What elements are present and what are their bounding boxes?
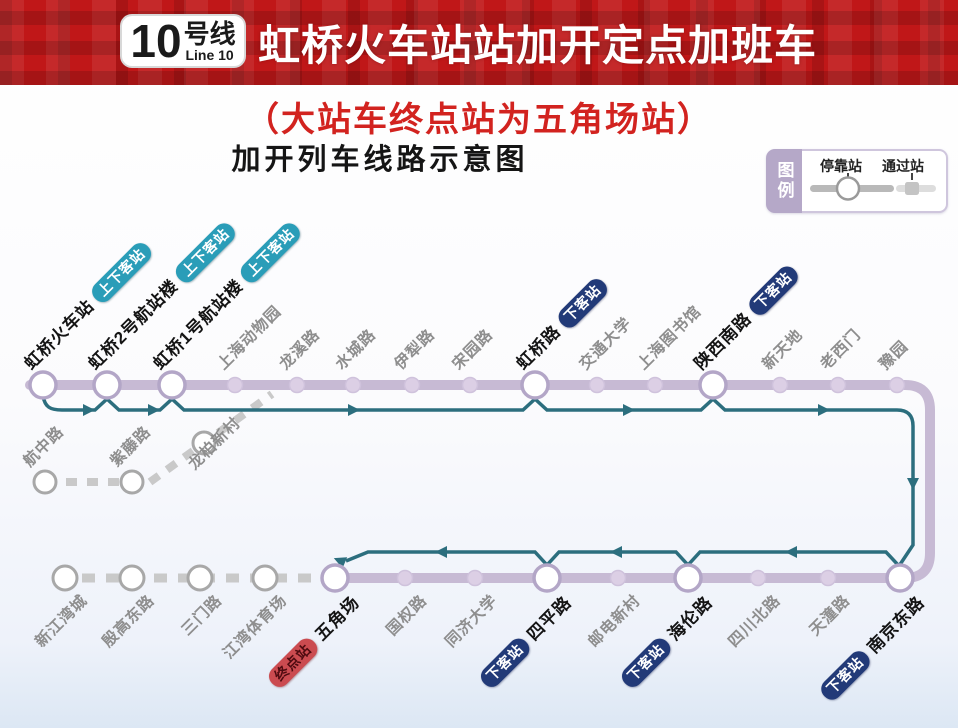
station-marker-stop [698, 370, 728, 400]
route-arrow-icon [907, 478, 919, 490]
route-arrow-icon [348, 404, 360, 416]
header-banner: 10 号线 Line 10 虹桥火车站站加开定点加班车 [0, 0, 958, 85]
station-marker-pass [588, 376, 606, 394]
legend: 图例 停靠站 通过站 [766, 149, 948, 213]
station-marker-stop [520, 370, 550, 400]
route-arrow-icon [435, 546, 447, 558]
route-arrow-icon [610, 546, 622, 558]
station-marker-outline [51, 564, 79, 592]
station-marker-pass [461, 376, 479, 394]
station-marker-stop [157, 370, 187, 400]
station-marker-outline [119, 469, 145, 495]
station-marker-pass [609, 569, 627, 587]
station-marker-outline [186, 564, 214, 592]
station-marker-pass [829, 376, 847, 394]
line-number: 10 [130, 15, 182, 67]
legend-pass-label: 通过站 [882, 158, 924, 174]
station-marker-pass [466, 569, 484, 587]
service-route-line [41, 395, 915, 569]
station-marker-stop [532, 563, 562, 593]
main-line [25, 380, 935, 583]
station-marker-pass [819, 569, 837, 587]
station-marker-pass [646, 376, 664, 394]
station-marker-stop [320, 563, 350, 593]
station-marker-pass [403, 376, 421, 394]
page-title: 虹桥火车站站加开定点加班车 [258, 22, 818, 69]
legend-stop-label: 停靠站 [820, 158, 862, 174]
legend-tab: 图例 [766, 149, 802, 213]
subtitle: （大站车终点站为五角场站） [245, 101, 713, 139]
station-marker-pass [288, 376, 306, 394]
station-marker-stop [885, 563, 915, 593]
station-marker-stop [92, 370, 122, 400]
station-marker-outline [32, 469, 58, 495]
line-suffix: 号线 [183, 18, 236, 49]
line-suffix-block: 号线 Line 10 [184, 21, 236, 62]
route-arrow-icon [623, 404, 635, 416]
station-marker-outline [118, 564, 146, 592]
route-arrow-icon [333, 557, 348, 569]
station-marker-outline [191, 430, 217, 456]
station-marker-pass [749, 569, 767, 587]
station-marker-stop [28, 370, 58, 400]
line-english: Line 10 [185, 46, 234, 63]
station-marker-stop [673, 563, 703, 593]
route-arrow-icon [785, 546, 797, 558]
route-arrow-icon [818, 404, 830, 416]
station-marker-pass [226, 376, 244, 394]
station-marker-pass [771, 376, 789, 394]
route-arrow-icon [148, 404, 160, 416]
legend-body: 停靠站 通过站 [802, 149, 948, 213]
station-marker-pass [888, 376, 906, 394]
line-10-badge: 10 号线 Line 10 [120, 14, 246, 68]
diagram-title: 加开列车线路示意图 [231, 144, 529, 176]
route-arrow-icon [83, 404, 95, 416]
station-marker-outline [251, 564, 279, 592]
branch-dashed-line [45, 390, 275, 486]
legend-glyph [810, 173, 936, 201]
station-marker-pass [396, 569, 414, 587]
station-marker-pass [344, 376, 362, 394]
